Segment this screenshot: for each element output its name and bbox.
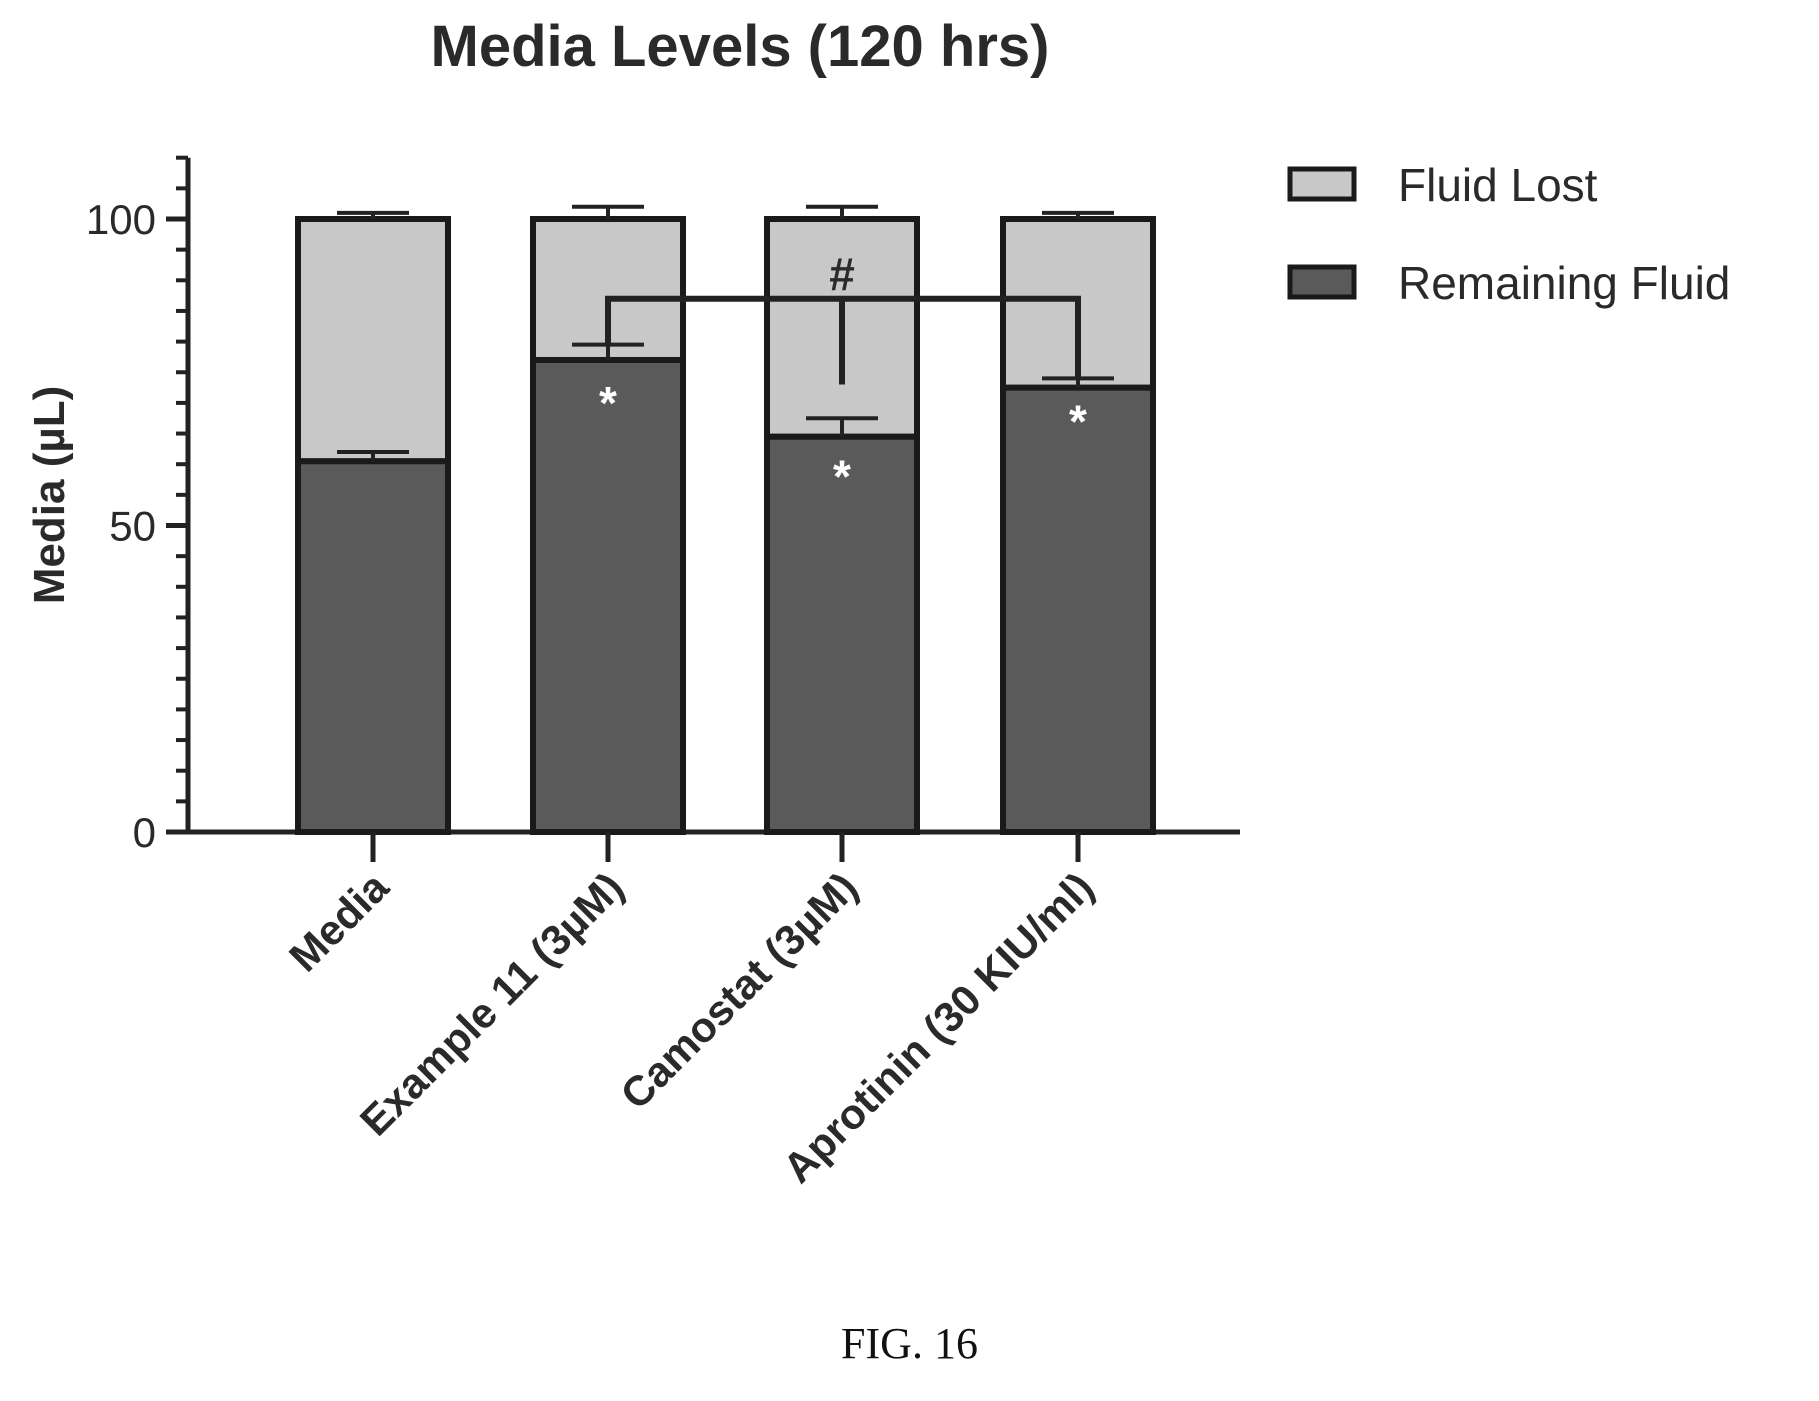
y-tick-label: 50 xyxy=(109,503,156,550)
legend-swatch xyxy=(1287,166,1357,202)
bar-fluid-lost xyxy=(530,216,686,363)
figure-caption: FIG. 16 xyxy=(841,1319,978,1368)
y-tick-label: 100 xyxy=(86,196,156,243)
x-tick-label: Media xyxy=(280,863,398,981)
bar-remaining-fluid xyxy=(1000,384,1156,835)
significance-asterisk: * xyxy=(1069,395,1087,447)
bar-remaining-fluid xyxy=(530,356,686,835)
legend-label: Fluid Lost xyxy=(1398,159,1598,211)
legend-swatch xyxy=(1287,264,1357,300)
significance-hash: # xyxy=(829,248,855,300)
bar-remaining-fluid xyxy=(764,433,920,835)
y-axis-label: Media (µL) xyxy=(25,386,74,604)
y-tick-label: 0 xyxy=(133,809,156,856)
legend-label: Remaining Fluid xyxy=(1398,257,1730,309)
chart-title: Media Levels (120 hrs) xyxy=(431,14,1050,79)
bar-fluid-lost xyxy=(295,216,451,465)
significance-asterisk: * xyxy=(833,450,851,502)
x-tick-label: Example 11 (3µM) xyxy=(351,863,632,1144)
bar-remaining-fluid xyxy=(295,458,451,835)
legend: Fluid Lost Remaining Fluid xyxy=(1287,159,1730,309)
significance-asterisk: * xyxy=(599,377,617,429)
x-tick-label: Camostat (3µM) xyxy=(611,863,866,1118)
